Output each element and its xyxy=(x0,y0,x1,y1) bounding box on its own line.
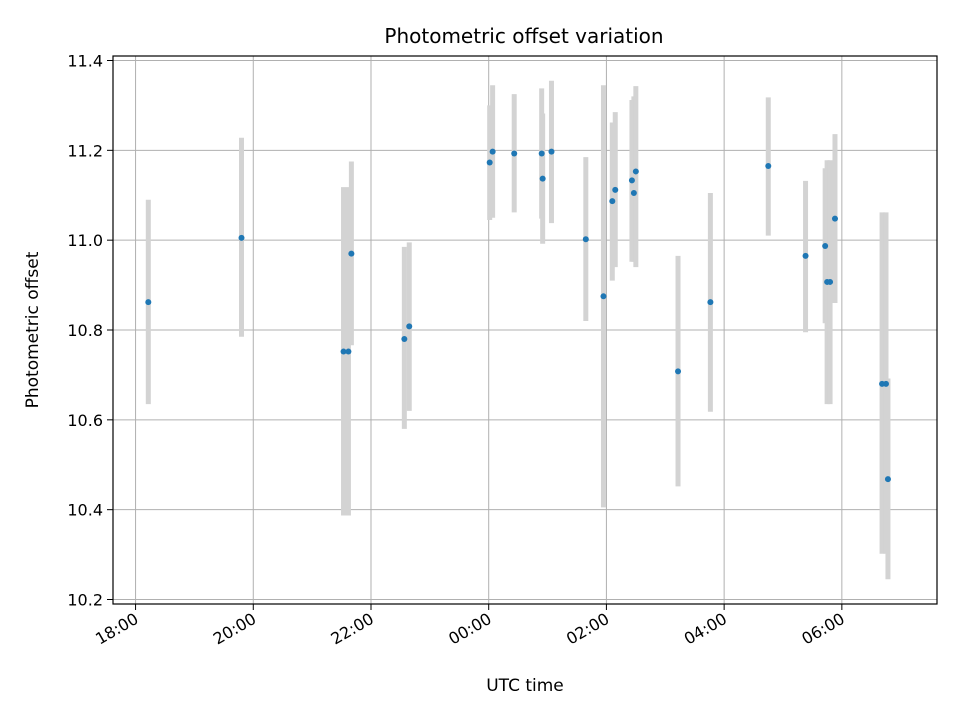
data-point xyxy=(401,335,408,342)
data-point xyxy=(882,380,889,387)
y-tick-label: 11.4 xyxy=(67,51,103,70)
data-point xyxy=(707,299,714,306)
data-point xyxy=(345,348,352,355)
data-point xyxy=(539,175,546,182)
data-point xyxy=(765,163,772,170)
data-point xyxy=(827,278,834,285)
y-tick-label: 10.6 xyxy=(67,411,103,430)
data-point xyxy=(600,293,607,300)
y-axis-label: Photometric offset xyxy=(23,251,43,408)
y-tick-label: 11.2 xyxy=(67,141,103,160)
y-tick-label: 10.8 xyxy=(67,321,103,340)
data-point xyxy=(609,198,616,205)
data-point xyxy=(340,348,347,355)
x-axis-label: UTC time xyxy=(486,676,564,696)
y-tick-label: 10.2 xyxy=(67,591,103,610)
data-point xyxy=(538,150,545,157)
data-points xyxy=(145,148,891,483)
grid xyxy=(113,56,937,604)
data-point xyxy=(628,177,635,184)
data-point xyxy=(632,168,639,175)
data-point xyxy=(548,148,555,155)
y-tick-label: 11.0 xyxy=(67,231,103,250)
data-point xyxy=(630,190,637,196)
data-point xyxy=(884,476,891,483)
data-point xyxy=(582,236,589,243)
data-point xyxy=(802,252,809,259)
data-point xyxy=(675,368,682,375)
data-point xyxy=(612,186,619,193)
data-point xyxy=(489,148,496,155)
data-point xyxy=(831,215,838,222)
y-tick-label: 10.4 xyxy=(67,501,103,520)
data-point xyxy=(486,159,493,166)
data-point xyxy=(406,323,413,330)
data-point xyxy=(348,250,355,257)
data-point xyxy=(145,299,152,306)
chart-title: Photometric offset variation xyxy=(384,24,663,48)
data-point xyxy=(238,234,245,241)
data-point xyxy=(822,243,829,250)
data-point xyxy=(511,150,518,157)
